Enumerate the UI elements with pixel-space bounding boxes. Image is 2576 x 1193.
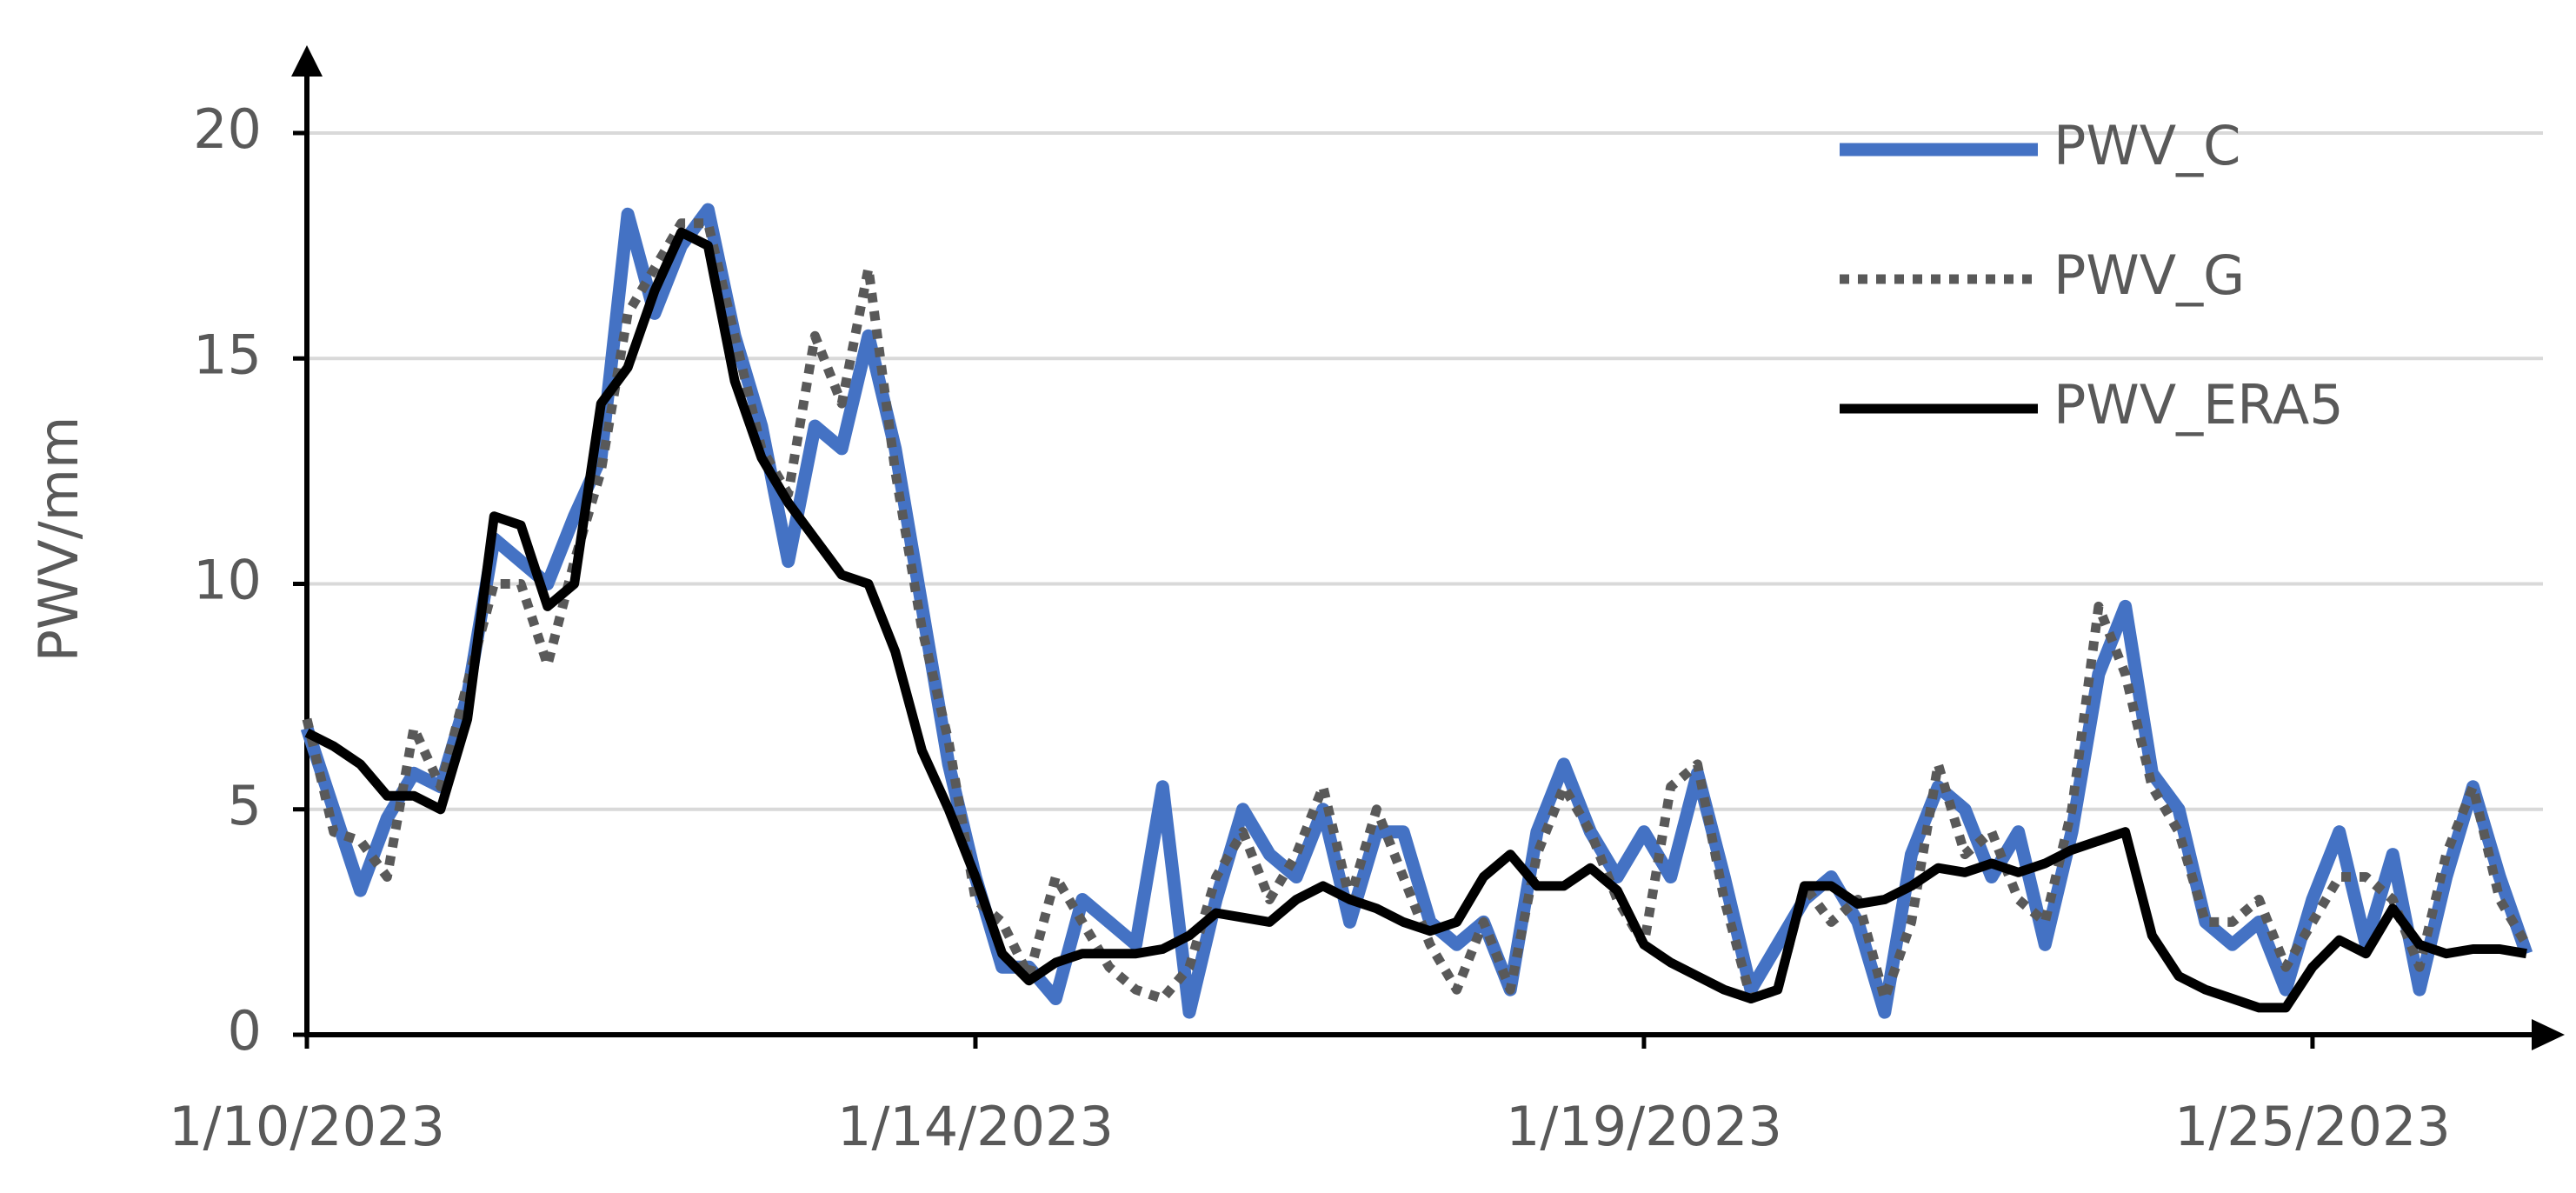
y-tick-label: 20 [193, 97, 262, 161]
y-tick-label: 15 [193, 323, 262, 386]
y-axis-arrow [291, 45, 323, 77]
y-tick-label: 10 [193, 549, 262, 612]
x-tick-label: 1/14/2023 [837, 1095, 1114, 1158]
legend-label: PWV_C [2053, 114, 2240, 177]
data-line [300, 203, 2533, 1019]
x-axis-arrow [2532, 1019, 2565, 1050]
y-axis-title: PWV/mm [27, 417, 90, 663]
y-tick-label: 5 [228, 774, 262, 837]
x-tick-label: 1/25/2023 [2174, 1095, 2451, 1158]
data-line [304, 227, 2527, 1013]
x-tick-label: 1/19/2023 [1506, 1095, 1782, 1158]
legend-label: PWV_ERA5 [2053, 373, 2344, 437]
data-line [302, 218, 2531, 1003]
legend-label: PWV_G [2053, 243, 2245, 307]
x-tick-label: 1/10/2023 [169, 1095, 445, 1158]
y-tick-label: 0 [228, 999, 262, 1063]
